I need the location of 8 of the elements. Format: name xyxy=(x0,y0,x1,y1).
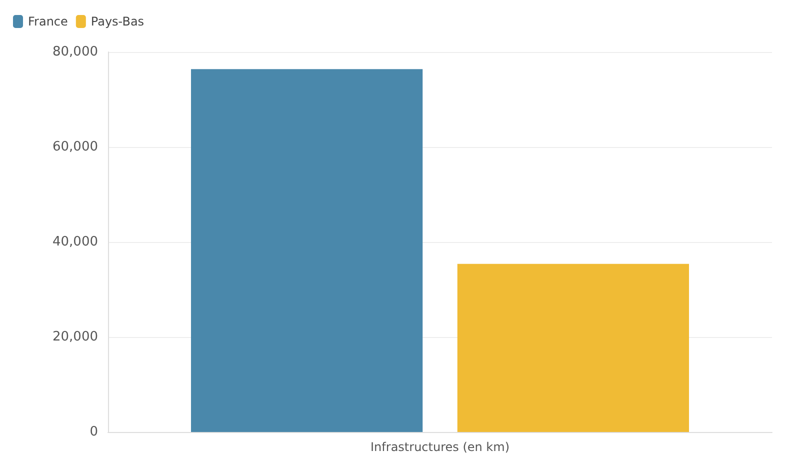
y-tick-label: 60,000 xyxy=(52,140,98,154)
y-tick-label: 80,000 xyxy=(52,44,98,60)
legend-label: Pays-Bas xyxy=(90,14,144,28)
x-tick-label: Infrastructures (en km) xyxy=(370,440,510,454)
legend-label: France xyxy=(28,14,68,28)
y-tick-label: 20,000 xyxy=(52,330,98,344)
y-tick-label: 40,000 xyxy=(52,234,98,250)
y-tick-label: 0 xyxy=(90,424,98,440)
